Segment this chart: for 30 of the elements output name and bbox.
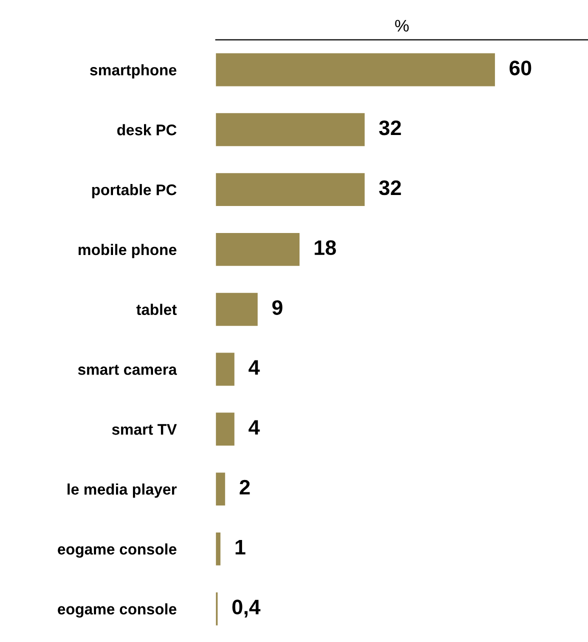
data-label: 4	[248, 360, 260, 375]
bar	[216, 113, 365, 146]
y-tick-label: smart camera	[78, 364, 178, 375]
data-label: 32	[379, 180, 401, 196]
bar	[216, 412, 234, 446]
bar	[216, 53, 495, 86]
y-tick-label: mobile phone	[78, 244, 176, 258]
data-label: 18	[314, 240, 336, 256]
bar	[216, 173, 365, 206]
bar	[216, 232, 300, 266]
data-label: 1	[236, 540, 246, 554]
data-label: 2	[240, 480, 250, 494]
y-tick-label: tablet	[136, 304, 177, 316]
y-tick-label: le media player	[68, 484, 177, 498]
bar	[216, 532, 220, 566]
data-label: 0,4	[232, 600, 260, 618]
data-label: 60	[510, 60, 532, 76]
data-label: 32	[379, 120, 401, 136]
y-tick-label: eogame console	[58, 543, 176, 558]
y-tick-label: smart TV	[112, 424, 177, 435]
data-label: 4	[248, 420, 260, 435]
bar	[216, 472, 226, 506]
y-tick-label: eogame console	[58, 603, 176, 618]
x-axis-title: %	[395, 20, 409, 32]
data-label: 9	[272, 300, 282, 315]
y-tick-label: portable PC	[92, 184, 176, 198]
bar	[216, 352, 234, 386]
y-tick-label: smartphone	[90, 64, 176, 78]
y-tick-label: desk PC	[117, 124, 176, 136]
bar	[216, 292, 258, 326]
